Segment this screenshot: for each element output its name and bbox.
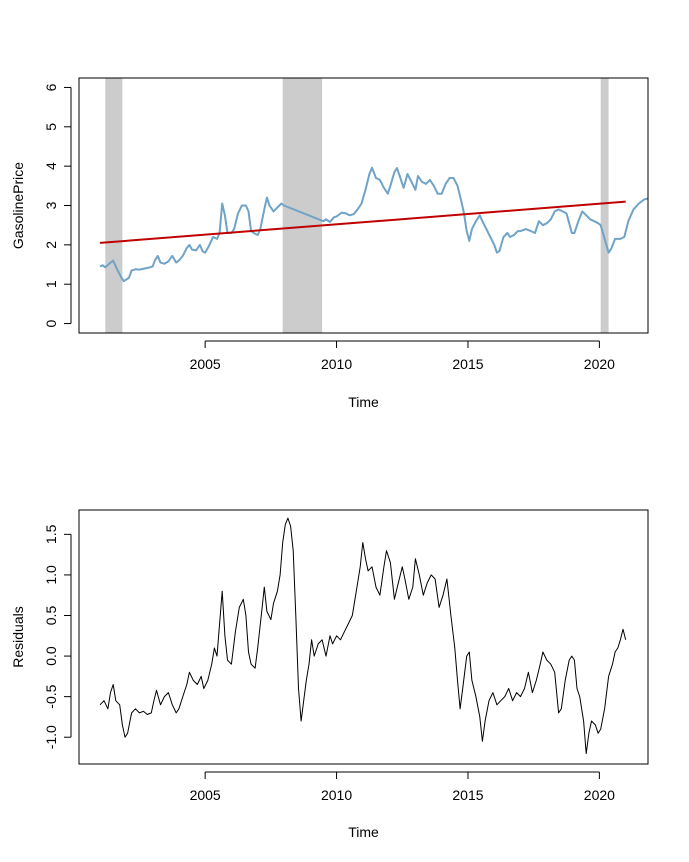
price-series-group	[99, 166, 649, 283]
y-axis: 0 1 2 3 4 5 6	[43, 83, 72, 327]
y-tick-label: 5	[43, 123, 59, 131]
y-tick-label: -1.0	[43, 725, 59, 749]
x-tick-label: 2010	[321, 356, 352, 372]
y-tick-label: -0.5	[43, 684, 59, 708]
x-tick-label: 2005	[190, 787, 221, 803]
x-tick-label: 2015	[452, 787, 483, 803]
x-tick-label: 2010	[321, 787, 352, 803]
y-tick-label: 0.5	[43, 606, 59, 626]
x-axis-label: Time	[348, 394, 379, 410]
recession-band	[282, 78, 323, 333]
x-axis: 2005 2010 2015 2020	[190, 340, 615, 372]
y-tick-label: 3	[43, 201, 59, 209]
x-tick-label: 2015	[452, 356, 483, 372]
x-tick-label: 2020	[584, 787, 615, 803]
y-tick-label: 0	[43, 319, 59, 327]
residuals-chart: 2005 2010 2015 2020 -1.0 -0.5 0.0 0.5 1.0 1.5 Ti…	[10, 509, 649, 840]
y-tick-label: 4	[43, 162, 59, 170]
y-tick-label: 6	[43, 83, 59, 91]
recession-band	[600, 78, 609, 333]
y-tick-label: 1.0	[43, 565, 59, 585]
trend-line	[99, 200, 626, 244]
gasoline-price-line	[99, 166, 649, 283]
residuals-line	[99, 517, 627, 754]
price-chart: 2005 2010 2015 2020 0 1 2 3 4 5 6 Time GasolinePr…	[10, 77, 649, 410]
x-axis-label: Time	[348, 824, 379, 840]
x-axis: 2005 2010 2015 2020	[190, 771, 615, 803]
y-tick-label: 2	[43, 241, 59, 249]
plot-frame	[78, 77, 649, 334]
y-tick-label: 1	[43, 280, 59, 288]
y-axis-label: Residuals	[10, 606, 26, 667]
plot-frame	[78, 509, 649, 765]
y-axis: -1.0 -0.5 0.0 0.5 1.0 1.5	[43, 524, 72, 749]
residuals-series-group	[99, 517, 627, 754]
y-axis-label: GasolinePrice	[10, 162, 26, 249]
x-tick-label: 2005	[190, 356, 221, 372]
x-tick-label: 2020	[584, 356, 615, 372]
y-tick-label: 1.5	[43, 524, 59, 544]
y-tick-label: 0.0	[43, 646, 59, 666]
recession-band	[105, 78, 123, 333]
recession-bands	[105, 78, 609, 333]
